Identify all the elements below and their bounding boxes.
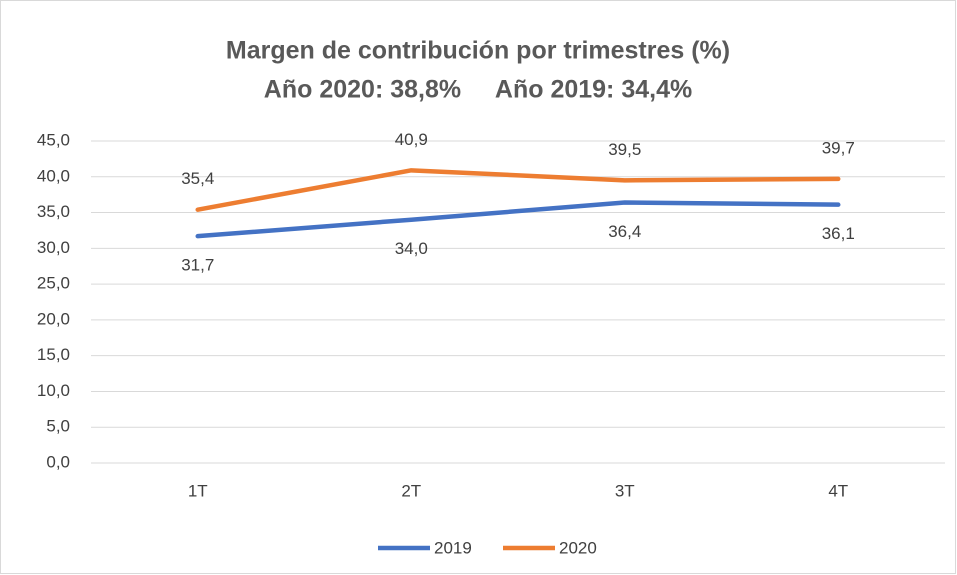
y-tick-label: 10,0 (37, 381, 70, 400)
data-label: 35,4 (181, 169, 214, 188)
y-tick-label: 25,0 (37, 274, 70, 293)
x-tick-label: 3T (615, 481, 635, 500)
legend-label: 2020 (559, 538, 597, 557)
series-line (195, 200, 841, 239)
y-tick-label: 40,0 (37, 166, 70, 185)
y-tick-label: 30,0 (37, 238, 70, 257)
y-tick-label: 35,0 (37, 202, 70, 221)
y-tick-label: 0,0 (46, 452, 70, 471)
y-tick-label: 45,0 (37, 130, 70, 149)
x-tick-label: 2T (401, 481, 421, 500)
data-label: 34,0 (395, 239, 428, 258)
data-label: 39,5 (608, 140, 641, 159)
data-label: 31,7 (181, 256, 214, 275)
data-label: 36,1 (822, 224, 855, 243)
legend-label: 2019 (434, 538, 472, 557)
y-tick-label: 20,0 (37, 309, 70, 328)
y-tick-label: 15,0 (37, 345, 70, 364)
x-tick-label: 4T (828, 481, 848, 500)
series-line (195, 168, 841, 212)
data-label: 36,4 (608, 222, 641, 241)
data-label: 40,9 (395, 130, 428, 149)
chart-title: Margen de contribución por trimestres (%… (226, 37, 730, 65)
x-tick-label: 1T (188, 481, 208, 500)
data-label: 39,7 (822, 138, 855, 157)
y-tick-label: 5,0 (46, 417, 70, 436)
chart-subtitle: Año 2020: 38,8% Año 2019: 34,4% (264, 76, 692, 104)
